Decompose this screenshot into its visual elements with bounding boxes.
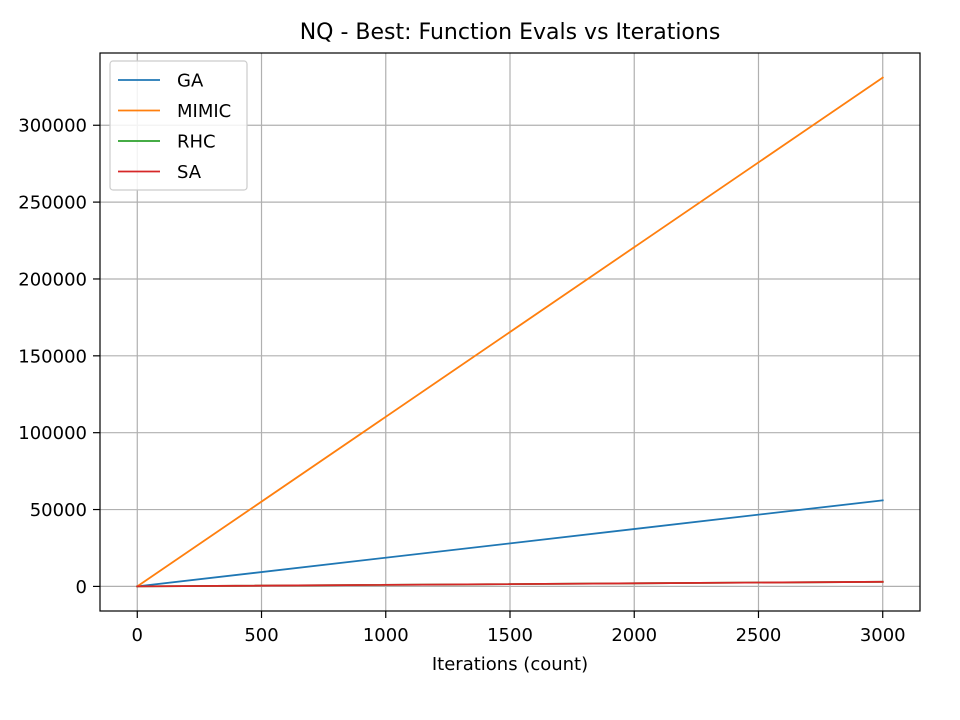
series-line-ga — [136, 499, 884, 588]
y-tick-label: 300000 — [18, 116, 87, 137]
x-tick-label: 1500 — [487, 625, 533, 646]
y-tick-label: 50000 — [30, 500, 87, 521]
x-axis-ticks: 0 500 1000 1500 2000 2500 3000 — [132, 611, 906, 646]
legend-box — [109, 60, 248, 191]
y-tick-label: 100000 — [18, 423, 87, 444]
grid-lines — [100, 53, 920, 611]
x-tick-label: 500 — [244, 625, 278, 646]
series-line-sa — [136, 580, 884, 588]
legend: GA MIMIC RHC SA — [109, 60, 248, 191]
legend-label-sa: SA — [177, 162, 202, 183]
series-line-mimic — [136, 76, 884, 588]
y-tick-label: 0 — [76, 577, 87, 598]
x-axis-label: Iterations (count) — [432, 654, 588, 675]
x-tick-label: 2000 — [611, 625, 657, 646]
x-tick-label: 1000 — [363, 625, 409, 646]
y-tick-label: 200000 — [18, 269, 87, 290]
x-tick-label: 3000 — [860, 625, 906, 646]
x-tick-label: 2500 — [736, 625, 782, 646]
legend-label-rhc: RHC — [177, 132, 216, 153]
y-tick-label: 150000 — [18, 346, 87, 367]
chart-title: NQ - Best: Function Evals vs Iterations — [300, 20, 721, 45]
legend-label-ga: GA — [177, 71, 204, 92]
series-lines — [136, 76, 884, 588]
y-axis-ticks: 0 50000 100000 150000 200000 250000 300000 — [18, 116, 100, 598]
x-tick-label: 0 — [132, 625, 143, 646]
y-tick-label: 250000 — [18, 193, 87, 214]
legend-label-mimic: MIMIC — [177, 101, 231, 122]
